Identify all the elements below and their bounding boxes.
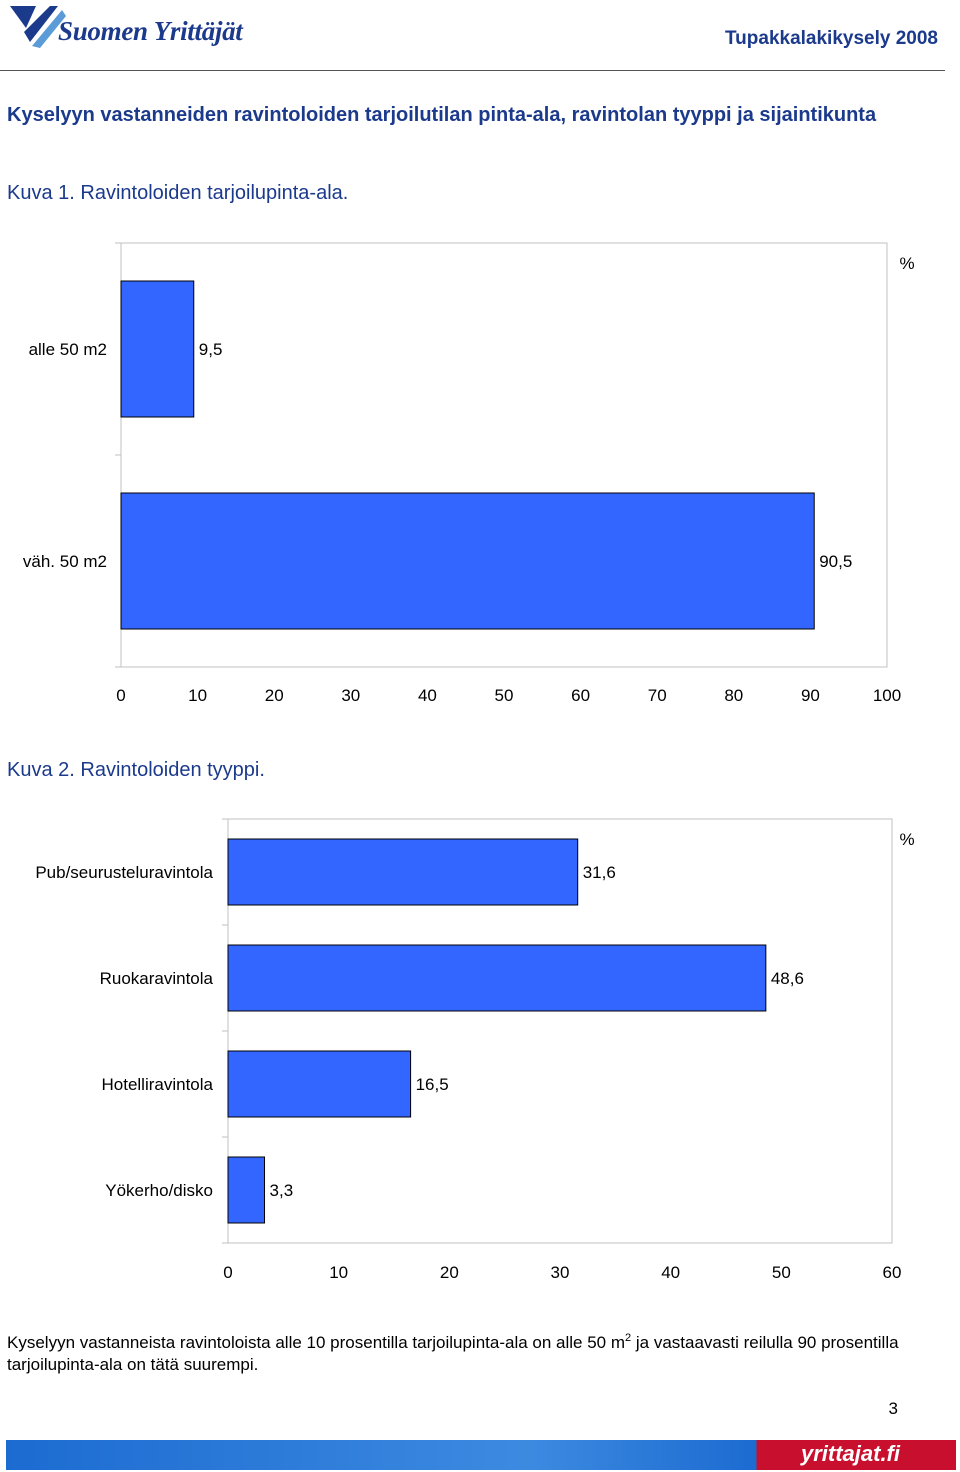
footer-brand: yrittajat.fi	[800, 1441, 900, 1466]
bar-value-label: 90,5	[819, 552, 852, 571]
bar-value-label: 16,5	[416, 1075, 449, 1094]
survey-title: Tupakkalakikysely 2008	[724, 28, 938, 49]
x-tick-label: 40	[661, 1263, 680, 1282]
x-tick-label: 70	[648, 686, 667, 705]
x-tick-label: 90	[801, 686, 820, 705]
logo-mark-icon	[10, 6, 66, 48]
chart1-caption: Kuva 1. Ravintoloiden tarjoilupinta-ala.	[7, 182, 349, 204]
bar	[227, 1050, 412, 1118]
x-tick-label: 30	[341, 686, 360, 705]
x-tick-label: 30	[551, 1263, 570, 1282]
header-divider	[0, 70, 945, 71]
body-text-part1: Kyselyyn vastanneista ravintoloista alle…	[7, 1333, 626, 1352]
unit-label: %	[899, 830, 914, 849]
bar-value-label: 31,6	[583, 863, 616, 882]
x-tick-label: 80	[724, 686, 743, 705]
bar-value-label: 9,5	[199, 340, 223, 359]
category-label: Hotelliravintola	[102, 1075, 214, 1094]
category-label: väh. 50 m2	[23, 552, 107, 571]
x-tick-label: 50	[495, 686, 514, 705]
bar	[227, 944, 767, 1012]
bar-value-label: 48,6	[771, 969, 804, 988]
x-tick-label: 20	[440, 1263, 459, 1282]
section-heading: Kyselyyn vastanneiden ravintoloiden tarj…	[7, 104, 877, 126]
x-tick-label: 20	[265, 686, 284, 705]
category-label: Yökerho/disko	[105, 1181, 213, 1200]
x-tick-label: 0	[223, 1263, 232, 1282]
footer-bar	[6, 1440, 956, 1470]
category-label: Ruokaravintola	[100, 969, 214, 988]
bar	[120, 492, 815, 630]
x-tick-label: 60	[571, 686, 590, 705]
chart2-caption: Kuva 2. Ravintoloiden tyyppi.	[7, 759, 265, 781]
category-label: alle 50 m2	[29, 340, 107, 359]
unit-label: %	[899, 254, 914, 273]
x-tick-label: 10	[329, 1263, 348, 1282]
category-label: Pub/seurusteluravintola	[35, 863, 213, 882]
bar	[227, 1156, 266, 1224]
logo-text: Suomen Yrittäjät	[58, 16, 243, 46]
bar-value-label: 3,3	[270, 1181, 294, 1200]
body-text-superscript: 2	[625, 1332, 632, 1344]
chart-serving-area: % 9,5 alle 50 m2 90,5 väh. 50 m2 0 10 20 30 40 50 6…	[23, 242, 915, 705]
x-tick-label: 40	[418, 686, 437, 705]
x-tick-label: 100	[873, 686, 901, 705]
bar	[120, 280, 195, 418]
body-paragraph: Kyselyyn vastanneista ravintoloista alle…	[7, 1332, 947, 1376]
x-tick-label: 50	[772, 1263, 791, 1282]
x-tick-label: 0	[116, 686, 125, 705]
x-tick-label: 10	[188, 686, 207, 705]
page-number: 3	[888, 1399, 898, 1418]
x-tick-label: 60	[883, 1263, 902, 1282]
bar	[227, 838, 579, 906]
chart-restaurant-type: % 31,6 Pub/seurusteluravintola 48,6 Ruokarav…	[35, 818, 915, 1282]
body-text-part2: ja vastaavasti reilulla 90 prosentilla t…	[7, 1333, 899, 1374]
